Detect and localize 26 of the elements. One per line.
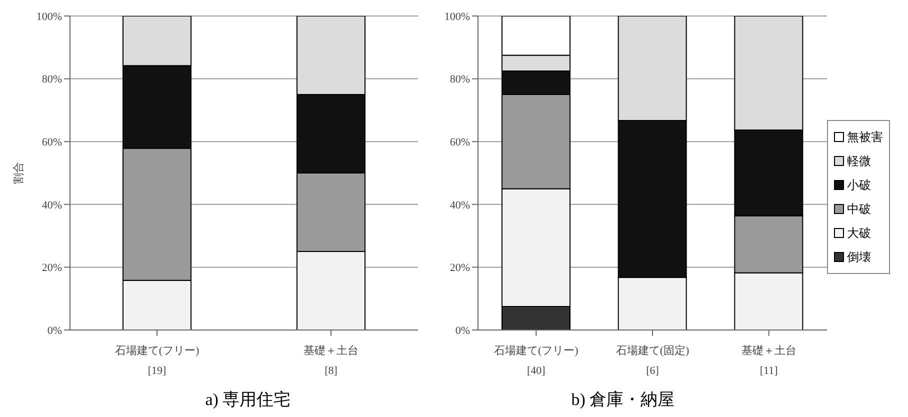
y-tick-label: 0%: [455, 324, 470, 337]
text: b) 倉庫・納屋: [570, 389, 676, 411]
y-axis-title: 割合: [12, 162, 25, 184]
y-tick-label: 20%: [450, 262, 470, 274]
legend-label: 軽微: [847, 152, 871, 170]
y-tick-label: 100%: [444, 10, 470, 23]
legend-label: 無被害: [847, 128, 883, 146]
text: a) 専用住宅: [204, 389, 292, 411]
y-tick-label: 20%: [42, 262, 62, 274]
y-tick-label: 100%: [36, 10, 62, 23]
y-tick-label: 40%: [450, 199, 470, 212]
legend-label: 倒壊: [847, 248, 871, 266]
y-tick-label: 60%: [42, 136, 62, 149]
x-tick-label: 石場建て(フリー) [40]: [494, 344, 579, 377]
x-tick-label: 基礎＋土台 [11]: [741, 344, 796, 377]
legend-label: 小破: [847, 176, 871, 194]
y-tick-label: 60%: [450, 136, 470, 149]
legend-label: 中破: [847, 200, 871, 218]
x-tick-label: 石場建て(フリー) [19]: [114, 344, 200, 377]
y-tick-label: 40%: [42, 199, 62, 212]
x-tick-label: 基礎＋土台 [8]: [304, 344, 358, 377]
x-tick-label: 石場建て(固定) [6]: [616, 344, 690, 377]
y-tick-label: 0%: [47, 324, 62, 337]
y-tick-label: 80%: [450, 74, 470, 86]
legend-label: 大破: [847, 224, 871, 242]
y-tick-label: 80%: [42, 74, 62, 86]
